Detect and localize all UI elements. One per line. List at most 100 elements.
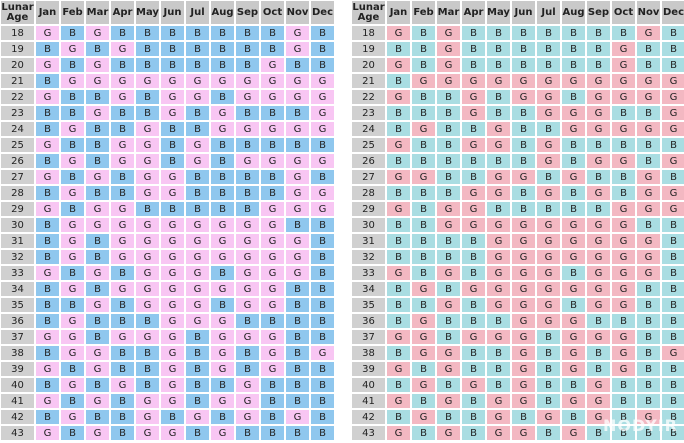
- gender-cell: B: [636, 57, 661, 73]
- gender-cell: B: [135, 345, 160, 361]
- gender-cell: G: [285, 121, 310, 137]
- gender-cell: B: [461, 41, 486, 57]
- gender-cell: G: [511, 217, 536, 233]
- gender-cell: G: [486, 73, 511, 89]
- gender-cell: G: [260, 201, 285, 217]
- gender-cell: B: [411, 361, 436, 377]
- gender-cell: B: [185, 393, 210, 409]
- age-cell: 20: [351, 57, 386, 73]
- gender-cell: G: [386, 393, 411, 409]
- age-cell: 40: [351, 377, 386, 393]
- gender-cell: B: [85, 121, 110, 137]
- gender-cell: G: [486, 137, 511, 153]
- gender-cell: G: [561, 217, 586, 233]
- gender-cell: B: [486, 153, 511, 169]
- gender-cell: B: [110, 425, 135, 441]
- gender-cell: G: [611, 249, 636, 265]
- gender-cell: G: [586, 249, 611, 265]
- gender-cell: G: [511, 361, 536, 377]
- gender-cell: B: [611, 137, 636, 153]
- gender-cell: B: [260, 137, 285, 153]
- gender-cell: G: [135, 169, 160, 185]
- age-cell: 31: [351, 233, 386, 249]
- gender-cell: G: [260, 297, 285, 313]
- gender-cell: B: [661, 297, 684, 313]
- gender-cell: B: [60, 361, 85, 377]
- gender-cell: B: [511, 57, 536, 73]
- gender-cell: G: [561, 425, 586, 441]
- age-cell: 22: [351, 89, 386, 105]
- gender-cell: B: [661, 409, 684, 425]
- gender-cell: G: [411, 313, 436, 329]
- gender-cell: B: [461, 25, 486, 41]
- month-header: Sep: [235, 0, 260, 25]
- gender-cell: G: [35, 329, 60, 345]
- gender-cell: G: [511, 281, 536, 297]
- gender-cell: B: [611, 169, 636, 185]
- gender-cell: G: [386, 25, 411, 41]
- age-cell: 38: [0, 345, 35, 361]
- gender-cell: B: [310, 393, 335, 409]
- gender-cell: G: [486, 265, 511, 281]
- age-cell: 30: [0, 217, 35, 233]
- gender-cell: G: [536, 137, 561, 153]
- age-cell: 19: [351, 41, 386, 57]
- gender-cell: B: [135, 361, 160, 377]
- gender-cell: B: [461, 249, 486, 265]
- gender-cell: G: [160, 345, 185, 361]
- gender-cell: B: [160, 57, 185, 73]
- gender-cell: G: [436, 297, 461, 313]
- gender-cell: B: [436, 377, 461, 393]
- gender-cell: B: [611, 425, 636, 441]
- gender-cell: G: [611, 121, 636, 137]
- gender-cell: G: [536, 89, 561, 105]
- gender-cell: G: [185, 73, 210, 89]
- gender-cell: G: [185, 89, 210, 105]
- gender-cell: G: [310, 345, 335, 361]
- gender-cell: G: [135, 217, 160, 233]
- gender-cell: G: [461, 73, 486, 89]
- gender-cell: G: [461, 377, 486, 393]
- gender-cell: B: [386, 105, 411, 121]
- gender-cell: B: [511, 25, 536, 41]
- gender-cell: G: [285, 25, 310, 41]
- gender-cell: G: [110, 153, 135, 169]
- gender-cell: B: [210, 201, 235, 217]
- gender-cell: G: [235, 73, 260, 89]
- gender-cell: G: [135, 329, 160, 345]
- gender-cell: G: [235, 153, 260, 169]
- gender-cell: B: [135, 89, 160, 105]
- gender-cell: G: [511, 73, 536, 89]
- gender-cell: G: [160, 89, 185, 105]
- gender-cell: G: [160, 265, 185, 281]
- gender-cell: G: [611, 201, 636, 217]
- gender-cell: G: [110, 201, 135, 217]
- gender-cell: B: [60, 57, 85, 73]
- gender-cell: B: [60, 25, 85, 41]
- gender-cell: B: [586, 425, 611, 441]
- gender-cell: G: [436, 345, 461, 361]
- gender-cell: G: [85, 425, 110, 441]
- gender-cell: G: [235, 393, 260, 409]
- gender-cell: G: [611, 265, 636, 281]
- gender-cell: B: [636, 329, 661, 345]
- gender-cell: B: [411, 89, 436, 105]
- gender-cell: G: [235, 249, 260, 265]
- gender-cell: G: [85, 73, 110, 89]
- gender-cell: B: [586, 169, 611, 185]
- gender-cell: G: [636, 249, 661, 265]
- gender-cell: G: [586, 393, 611, 409]
- gender-cell: B: [260, 425, 285, 441]
- gender-cell: G: [85, 57, 110, 73]
- gender-cell: G: [636, 185, 661, 201]
- gender-cell: B: [35, 377, 60, 393]
- gender-cell: G: [135, 153, 160, 169]
- gender-cell: B: [636, 345, 661, 361]
- gender-cell: B: [436, 153, 461, 169]
- gender-cell: G: [511, 377, 536, 393]
- gender-cell: B: [310, 409, 335, 425]
- gender-cell: B: [486, 41, 511, 57]
- gender-cell: G: [461, 201, 486, 217]
- gender-cell: G: [436, 25, 461, 41]
- month-header: Oct: [260, 0, 285, 25]
